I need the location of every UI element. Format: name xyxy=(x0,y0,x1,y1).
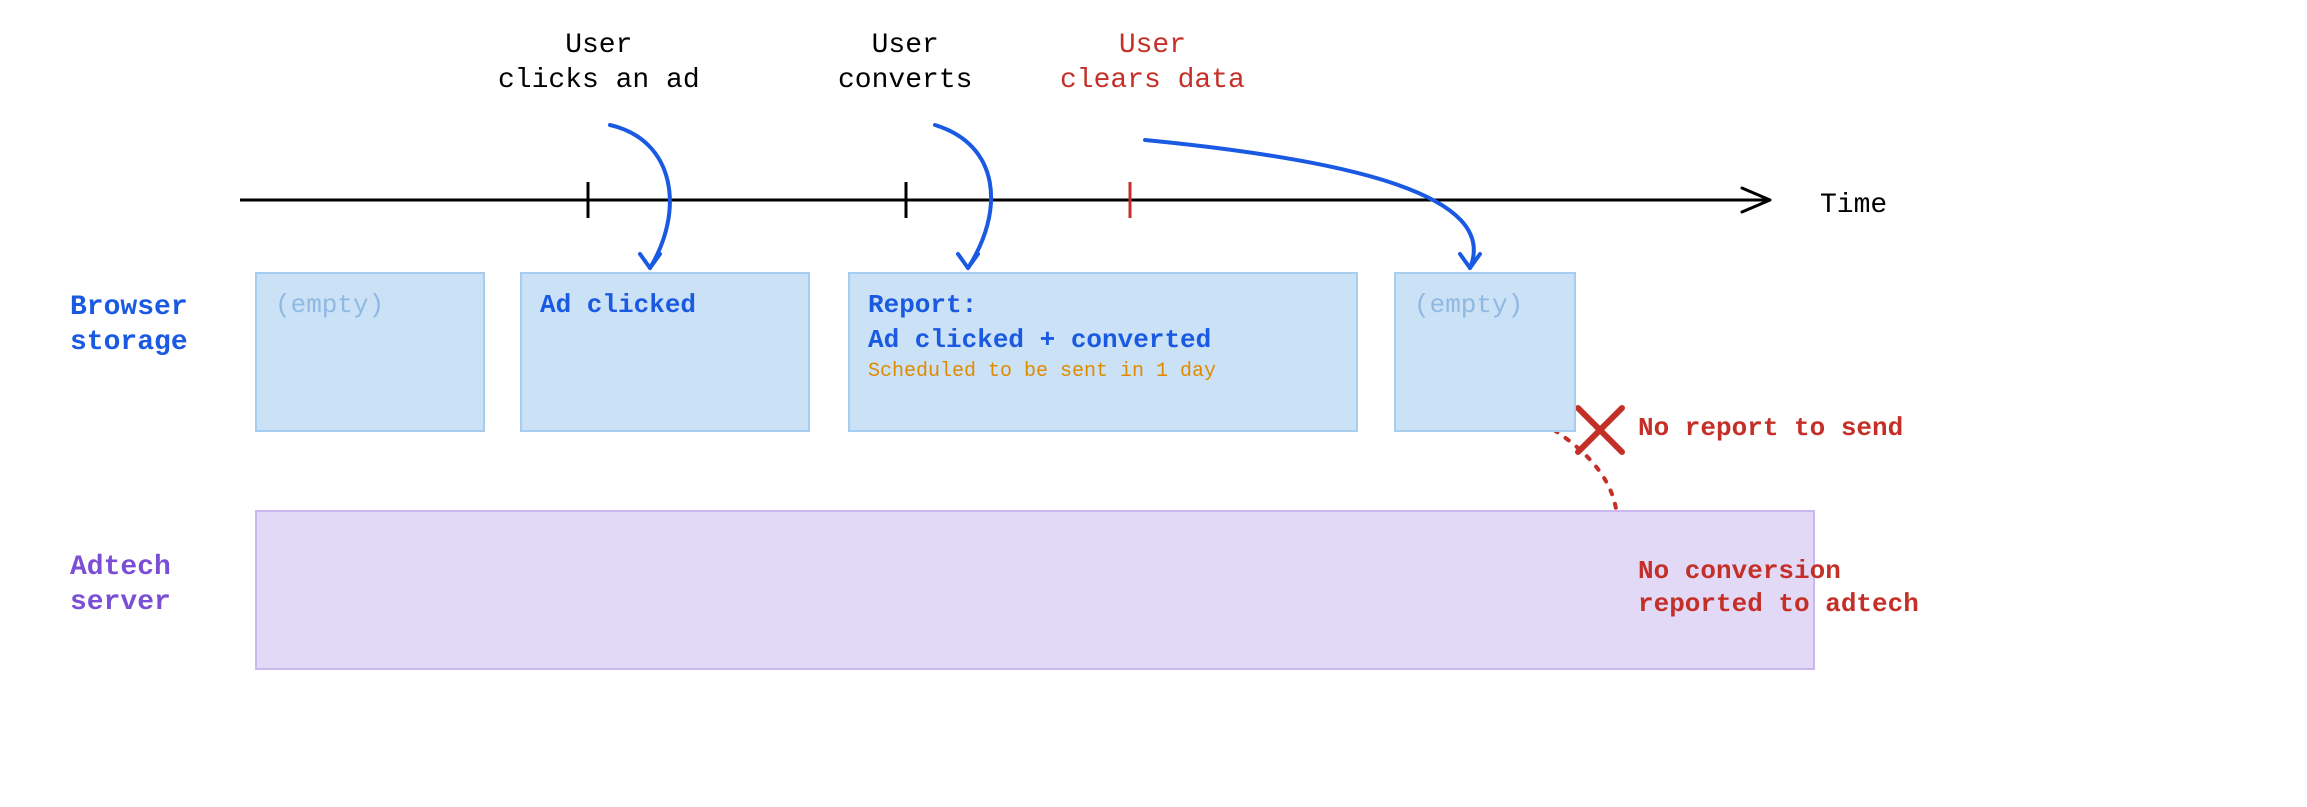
storage-box: Ad clicked xyxy=(520,272,810,432)
storage-box-text: (empty) xyxy=(1414,288,1556,323)
storage-box: Report:Ad clicked + convertedScheduled t… xyxy=(848,272,1358,432)
row-label-adtech: Adtechserver xyxy=(70,550,171,620)
storage-box-text: Ad clicked + converted xyxy=(868,323,1338,358)
storage-box-text: Report: xyxy=(868,288,1338,323)
storage-box-text: Scheduled to be sent in 1 day xyxy=(868,358,1338,385)
axis-label-time: Time xyxy=(1820,188,1887,223)
timeline-event-click: Userclicks an ad xyxy=(498,28,700,98)
timeline-event-convert: Userconverts xyxy=(838,28,972,98)
adtech-server-box xyxy=(255,510,1815,670)
row-label-browser: Browserstorage xyxy=(70,290,188,360)
storage-box: (empty) xyxy=(255,272,485,432)
storage-box: (empty) xyxy=(1394,272,1576,432)
storage-box-text: Ad clicked xyxy=(540,288,790,323)
fail-text-2: No conversionreported to adtech xyxy=(1638,555,1919,620)
storage-box-text: (empty) xyxy=(275,288,465,323)
fail-text-1: No report to send xyxy=(1638,412,1903,445)
timeline-event-clear: Userclears data xyxy=(1060,28,1245,98)
